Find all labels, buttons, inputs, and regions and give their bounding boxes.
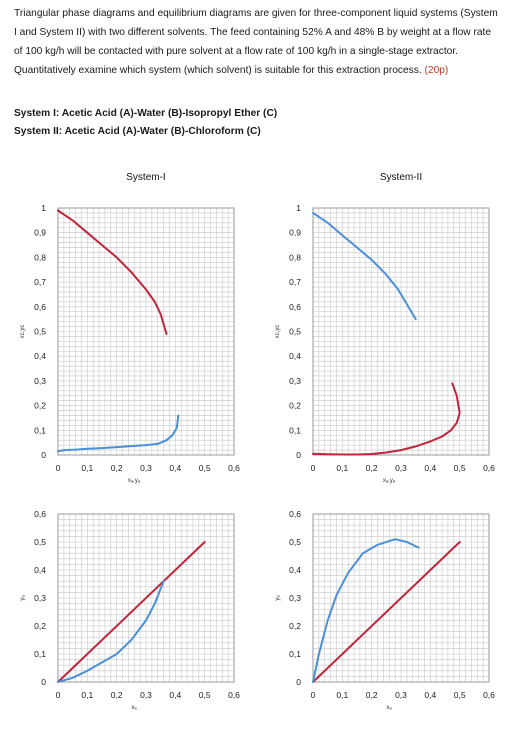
c1-ytick-label: 0,9 <box>34 228 46 238</box>
c2-ytick-label: 0,1 <box>289 425 301 435</box>
c3-ytick-label: 0,1 <box>34 649 46 659</box>
c4-xtick-label: 0,4 <box>424 690 436 700</box>
c2-xtick-label: 0 <box>311 463 316 473</box>
problem-text: Triangular phase diagrams and equilibriu… <box>14 8 498 76</box>
system-1-label: System I: Acetic Acid (A)-Water (B)-Isop… <box>14 108 278 119</box>
c2-xtick-label: 0,6 <box>483 463 495 473</box>
c3-ytick-label: 0,5 <box>34 537 46 547</box>
c2-xtick-label: 0,1 <box>336 463 348 473</box>
c4-frame <box>312 513 490 683</box>
c3-ytick-label: 0,4 <box>34 565 46 575</box>
c1-ylabel: xᴄ,yᴄ <box>20 325 26 339</box>
c2-ylabel: xᴄ,yᴄ <box>275 325 281 339</box>
c1-xtick-label: 0,6 <box>228 463 240 473</box>
c3-ytick-label: 0,3 <box>34 593 46 603</box>
c3-ylabel: yₐ <box>20 595 26 601</box>
c2-ytick-label: 0,7 <box>289 277 301 287</box>
c4-xtick-label: 0,1 <box>336 690 348 700</box>
c1-ytick-label: 0,5 <box>34 327 46 337</box>
c4-series-red-line <box>312 541 461 683</box>
c2-title: System-II <box>380 172 422 183</box>
c1-xtick-label: 0,3 <box>140 463 152 473</box>
c1-ytick-label: 0,2 <box>34 401 46 411</box>
c4-series-blue-line <box>312 538 420 683</box>
c2-ytick-label: 0,9 <box>289 228 301 238</box>
problem-statement: Triangular phase diagrams and equilibriu… <box>14 4 500 80</box>
c4-xtick-label: 0,2 <box>366 690 378 700</box>
c1-xtick-label: 0 <box>56 463 61 473</box>
c1-ytick-label: 0,6 <box>34 302 46 312</box>
c2-ytick-label: 0,8 <box>289 252 301 262</box>
c3-xtick-label: 0,1 <box>81 690 93 700</box>
c1-ytick-label: 0,3 <box>34 376 46 386</box>
c1-series-blue-line <box>57 414 180 453</box>
c1-xtick-label: 0,5 <box>199 463 211 473</box>
points-badge: (20p) <box>424 65 449 76</box>
c2-ytick-label: 0,2 <box>289 401 301 411</box>
c2-xtick-label: 0,4 <box>424 463 436 473</box>
c1-ytick-label: 0,1 <box>34 425 46 435</box>
c1-ytick-label: 0 <box>41 450 46 460</box>
c1-ytick-label: 1 <box>41 203 46 213</box>
c1-ytick-label: 0,4 <box>34 351 46 361</box>
c4-ytick-label: 0,5 <box>289 537 301 547</box>
c4-ytick-label: 0,3 <box>289 593 301 603</box>
c2-xtick-label: 0,5 <box>454 463 466 473</box>
c4-ytick-label: 0,6 <box>289 509 301 519</box>
c3-xtick-label: 0,6 <box>228 690 240 700</box>
c2-frame <box>312 207 490 456</box>
c3-xtick-label: 0,2 <box>111 690 123 700</box>
c4-xtick-label: 0,5 <box>454 690 466 700</box>
c2-ytick-label: 0 <box>296 450 301 460</box>
c3-series-blue-line <box>57 580 165 683</box>
c2-ytick-label: 0,6 <box>289 302 301 312</box>
c4-xtick-label: 0,3 <box>395 690 407 700</box>
c3-ytick-label: 0 <box>41 677 46 687</box>
c1-frame <box>57 207 235 456</box>
c1-title: System-I <box>126 172 165 183</box>
c1-ytick-label: 0,7 <box>34 277 46 287</box>
c2-xlabel: xₐ,yₐ <box>383 478 396 484</box>
c1-xlabel: xₐ,yₐ <box>128 478 141 484</box>
c3-xtick-label: 0,3 <box>140 690 152 700</box>
c2-series-red-line <box>312 382 461 456</box>
c4-ylabel: yₐ <box>275 595 281 601</box>
c3-series-red-line <box>57 541 206 683</box>
c3-ytick-label: 0,2 <box>34 621 46 631</box>
c2-xtick-label: 0,2 <box>366 463 378 473</box>
c1-ytick-label: 0,8 <box>34 252 46 262</box>
c2-ytick-label: 0,3 <box>289 376 301 386</box>
c2-ytick-label: 0,4 <box>289 351 301 361</box>
c4-ytick-label: 0 <box>296 677 301 687</box>
c1-xtick-label: 0,1 <box>81 463 93 473</box>
c3-xtick-label: 0 <box>56 690 61 700</box>
c3-frame <box>57 513 235 683</box>
c2-ytick-label: 1 <box>296 203 301 213</box>
c3-xtick-label: 0,4 <box>169 690 181 700</box>
c4-xtick-label: 0 <box>311 690 316 700</box>
c3-xtick-label: 0,5 <box>199 690 211 700</box>
c1-xtick-label: 0,4 <box>169 463 181 473</box>
c4-xlabel: xₐ <box>386 705 392 711</box>
system-2-label: System II: Acetic Acid (A)-Water (B)-Chl… <box>14 126 261 137</box>
c2-ytick-label: 0,5 <box>289 327 301 337</box>
c4-ytick-label: 0,4 <box>289 565 301 575</box>
c4-ytick-label: 0,2 <box>289 621 301 631</box>
c4-xtick-label: 0,6 <box>483 690 495 700</box>
c3-ytick-label: 0,6 <box>34 509 46 519</box>
c3-xlabel: xₐ <box>131 705 137 711</box>
c1-series-red-line <box>57 209 168 335</box>
c2-series-blue-line <box>312 211 417 321</box>
c2-xtick-label: 0,3 <box>395 463 407 473</box>
c4-ytick-label: 0,1 <box>289 649 301 659</box>
c1-xtick-label: 0,2 <box>111 463 123 473</box>
